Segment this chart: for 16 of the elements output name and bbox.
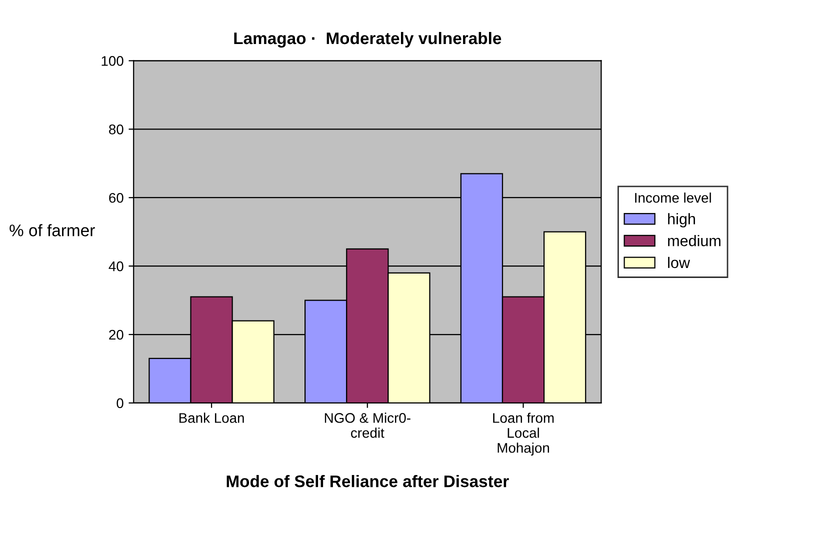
y-tick-label: 20	[109, 330, 124, 340]
y-tick-label: 100	[102, 56, 124, 66]
legend-label: low	[668, 256, 690, 268]
x-axis-title: Mode of Self Reliance after Disaster	[226, 474, 509, 488]
y-tick-label: 80	[109, 124, 124, 134]
legend-label: high	[668, 213, 695, 228]
y-axis-title: % of farmer	[10, 224, 95, 236]
y-tick-label: 40	[108, 261, 124, 272]
y-tick-label: 0	[116, 398, 124, 408]
legend-title: Income level	[635, 192, 711, 203]
chart-title: Lamagao · Moderately vulnerable	[234, 32, 502, 48]
x-tick-label: Bank Loan	[179, 412, 244, 423]
y-tick-label: 60	[109, 192, 124, 203]
x-tick-label: NGO & Micr0- credit	[324, 412, 410, 438]
legend-label: medium	[668, 235, 720, 246]
x-tick-label: Loan from Local Mohajon	[493, 412, 554, 456]
